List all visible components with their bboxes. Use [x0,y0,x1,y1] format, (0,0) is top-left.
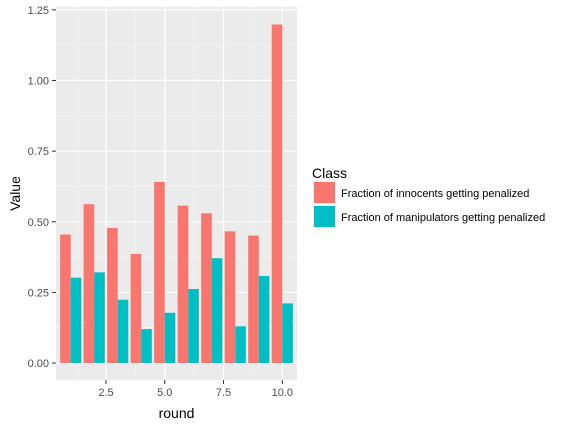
bar-manipulators-round-3 [117,299,129,364]
bar-innocents-round-10 [271,24,283,364]
bar-manipulators-round-2 [94,272,105,364]
x-tick-label: 5.0 [157,387,172,399]
x-axis-ticks: 2.5 5.0 7.5 10.0 [98,380,293,399]
bar-innocents-round-3 [107,227,118,364]
bars-group [60,24,293,364]
legend-swatch-manipulators [314,206,335,227]
y-tick-label: 1.25 [28,5,49,17]
bar-innocents-round-6 [177,205,189,364]
x-tick-label: 10.0 [272,387,293,399]
y-axis-title: Value [7,176,23,211]
bar-manipulators-round-1 [70,277,82,364]
y-tick-label: 0.50 [28,217,49,229]
bar-manipulators-round-8 [235,326,246,364]
bar-manipulators-round-10 [282,303,293,364]
x-axis-title: round [159,405,195,421]
bar-innocents-round-4 [130,253,142,364]
y-tick-label: 0.25 [28,287,49,299]
legend-label-manipulators: Fraction of manipulators getting penaliz… [341,212,545,224]
bar-innocents-round-9 [248,235,259,364]
bar-innocents-round-2 [83,204,95,364]
bar-innocents-round-5 [154,181,165,364]
x-tick-label: 2.5 [98,387,113,399]
y-tick-label: 0.75 [28,146,49,158]
bar-manipulators-round-9 [258,276,270,364]
bar-innocents-round-1 [60,234,71,364]
x-tick-label: 7.5 [216,387,231,399]
bar-innocents-round-7 [201,213,212,364]
legend-label-innocents: Fraction of innocents getting penalized [341,188,529,200]
bar-manipulators-round-5 [164,312,176,364]
bar-manipulators-round-6 [188,289,199,364]
legend: Class Fraction of innocents getting pena… [312,165,545,228]
y-tick-label: 1.00 [28,75,49,87]
bar-manipulators-round-4 [141,329,152,364]
bar-innocents-round-8 [224,231,236,364]
y-axis-ticks: 0.00 0.25 0.50 0.75 1.00 1.25 [28,5,56,370]
legend-swatch-innocents [314,182,335,203]
bar-manipulators-round-7 [211,258,223,364]
legend-title: Class [312,165,347,181]
y-tick-label: 0.00 [28,358,49,370]
